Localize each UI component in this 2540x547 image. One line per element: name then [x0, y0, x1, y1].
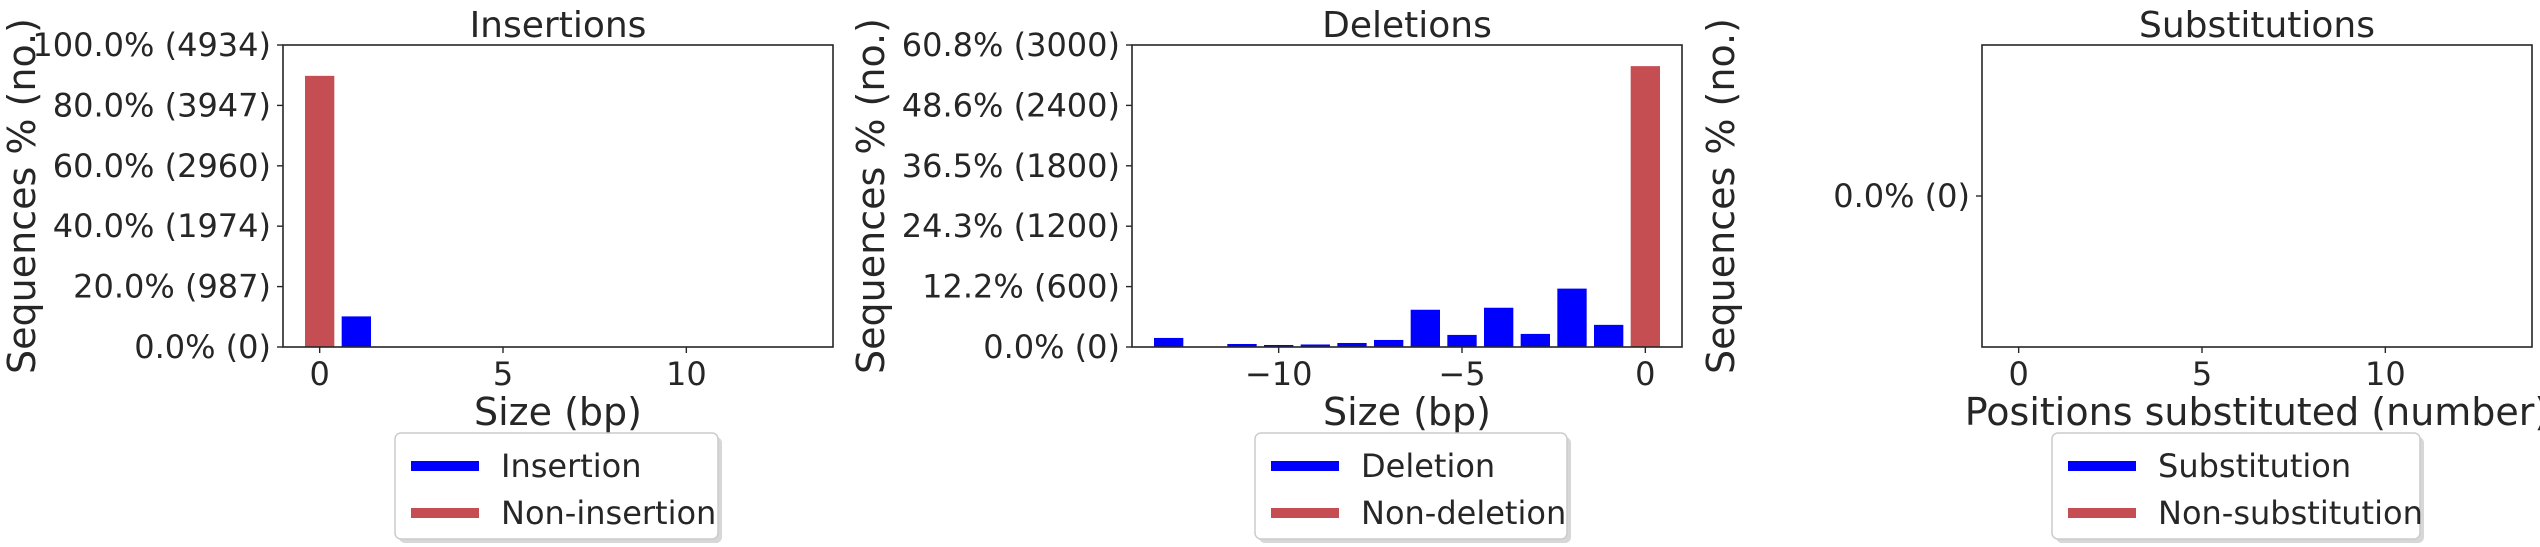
y-tick-label: 20.0% (987): [73, 268, 271, 306]
axes-frame: [1131, 44, 1683, 348]
y-axis-label: Sequences % (no.): [0, 18, 44, 374]
legend-entry: Deletion: [1361, 447, 1495, 485]
legend-swatch: [411, 508, 479, 518]
legend-box: [2051, 432, 2421, 540]
y-tick-label: 60.0% (2960): [53, 147, 271, 185]
legend-entry: Insertion: [501, 447, 642, 485]
panel-2: Deletions 0.0% (0) 12.2% (600) 24.3% (1200)…: [849, 5, 1683, 543]
x-tick-label: 0: [1635, 355, 1655, 393]
bar-modified: [1557, 288, 1587, 347]
x-tick-label: −10: [1245, 355, 1313, 393]
y-axis-label: Sequences % (no.): [1699, 18, 1743, 374]
bar-modified: [341, 316, 371, 347]
axes-frame: [1981, 44, 2533, 348]
bar-modified: [1410, 309, 1440, 347]
x-axis-label: Size (bp): [1323, 390, 1491, 434]
legend: Substitution Non-substitution: [2051, 432, 2424, 543]
bar-unmodified: [305, 75, 335, 347]
chart-title: Deletions: [1322, 5, 1492, 46]
bar-modified: [1337, 342, 1367, 347]
y-tick-label: 0.0% (0): [1833, 177, 1970, 215]
x-tick-label: 5: [2192, 355, 2212, 393]
legend-entry: Non-insertion: [501, 494, 716, 532]
y-tick-label: 24.3% (1200): [902, 207, 1120, 245]
y-tick-label: 80.0% (3947): [53, 86, 271, 124]
y-tick-label: 60.8% (3000): [902, 26, 1120, 64]
y-tick-label: 48.6% (2400): [902, 86, 1120, 124]
bar-modified: [1300, 344, 1330, 347]
y-tick-label: 36.5% (1800): [902, 147, 1120, 185]
x-axis-label: Positions substituted (number): [1965, 390, 2540, 434]
x-tick-label: −5: [1438, 355, 1485, 393]
y-tick-label: 0.0% (0): [134, 328, 271, 366]
legend-entry: Non-substitution: [2158, 494, 2423, 532]
legend: Deletion Non-deletion: [1254, 432, 1571, 543]
bar-modified: [1154, 337, 1184, 347]
legend-entry: Substitution: [2158, 447, 2351, 485]
bar-modified: [1484, 307, 1514, 347]
x-tick-label: 10: [2365, 355, 2406, 393]
legend-swatch: [2068, 461, 2136, 471]
x-tick-label: 10: [666, 355, 707, 393]
bar-modified: [1227, 343, 1257, 347]
legend: Insertion Non-insertion: [394, 432, 722, 543]
legend-swatch: [411, 461, 479, 471]
bar-modified: [1447, 334, 1477, 347]
panel-1: Insertions 0.0% (0) 20.0% (987) 40.0% (1974…: [0, 5, 834, 543]
x-tick-label: 5: [493, 355, 513, 393]
chart-title: Insertions: [470, 5, 647, 46]
legend-swatch: [1271, 461, 1339, 471]
x-tick-label: 0: [2008, 355, 2028, 393]
x-tick-label: 0: [309, 355, 329, 393]
legend-swatch: [2068, 508, 2136, 518]
y-axis-label: Sequences % (no.): [849, 18, 893, 374]
bar-modified: [1374, 339, 1404, 347]
bar-modified: [1520, 333, 1550, 347]
bar-unmodified: [1630, 66, 1660, 347]
y-tick-label: 12.2% (600): [922, 268, 1120, 306]
y-tick-label: 0.0% (0): [983, 328, 1120, 366]
legend-entry: Non-deletion: [1361, 494, 1566, 532]
bar-modified: [1264, 344, 1294, 347]
x-axis-label: Size (bp): [474, 390, 642, 434]
y-tick-label: 40.0% (1974): [53, 207, 271, 245]
axes-frame: [282, 44, 834, 348]
chart-title: Substitutions: [2139, 5, 2375, 46]
bar-modified: [1594, 324, 1624, 347]
y-tick-label: 100.0% (4934): [32, 26, 271, 64]
legend-swatch: [1271, 508, 1339, 518]
